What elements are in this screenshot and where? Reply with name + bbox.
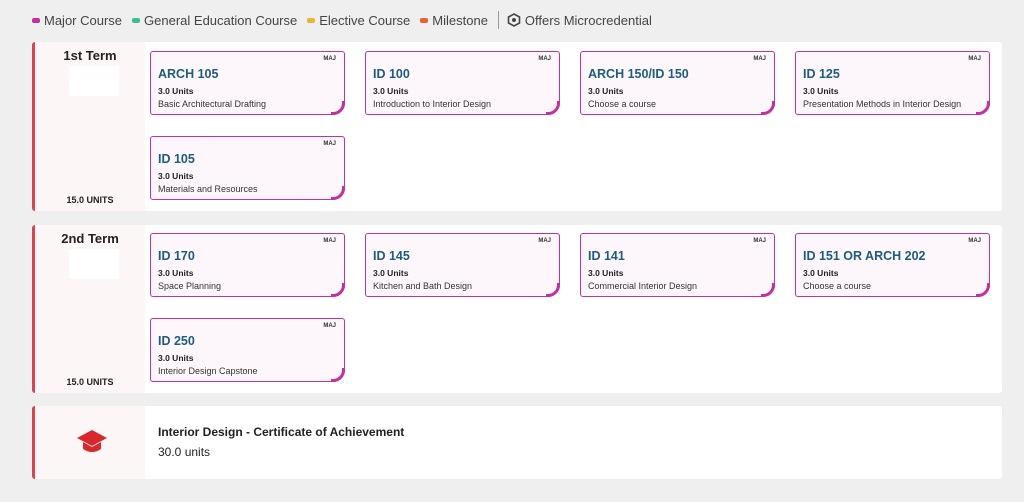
course-tag: MAJ bbox=[323, 238, 336, 244]
legend-label: Milestone bbox=[432, 12, 488, 28]
certificate-title: Interior Design - Certificate of Achieve… bbox=[158, 425, 405, 439]
course-units: 3.0 Units bbox=[588, 268, 624, 278]
term-title: 2nd Term bbox=[61, 231, 119, 246]
course-name: Presentation Methods in Interior Design bbox=[803, 99, 962, 109]
course-name: Kitchen and Bath Design bbox=[373, 281, 473, 291]
term-block: 2nd Term 15.0 UNITS MAJ ID 170 3.0 Units… bbox=[32, 225, 1002, 393]
course-tag: MAJ bbox=[753, 56, 766, 62]
course-name: Introduction to Interior Design bbox=[373, 99, 492, 109]
course-card[interactable]: MAJ ID 141 3.0 Units Commercial Interior… bbox=[580, 233, 775, 297]
general-education-swatch bbox=[132, 17, 141, 23]
legend-major: Major Course bbox=[32, 13, 122, 28]
elective-swatch bbox=[307, 17, 316, 23]
legend-divider bbox=[497, 11, 499, 29]
legend-milestone: Milestone bbox=[420, 13, 488, 28]
term-block: 1st Term 15.0 UNITS MAJ ARCH 105 3.0 Uni… bbox=[32, 42, 1002, 211]
course-code: ID 170 bbox=[158, 249, 195, 263]
legend-elective: Elective Course bbox=[307, 13, 410, 28]
course-card[interactable]: MAJ ID 250 3.0 Units Interior Design Cap… bbox=[150, 318, 345, 382]
certificate-units: 30.0 units bbox=[158, 445, 211, 459]
legend-microcredential: Offers Microcredential bbox=[507, 13, 652, 28]
course-units: 3.0 Units bbox=[158, 171, 194, 181]
course-code: ID 105 bbox=[158, 152, 195, 166]
course-name: Commercial Interior Design bbox=[588, 281, 698, 291]
course-name: Interior Design Capstone bbox=[158, 366, 258, 376]
course-tag: MAJ bbox=[753, 238, 766, 244]
course-card[interactable]: MAJ ID 151 OR ARCH 202 3.0 Units Choose … bbox=[795, 233, 990, 297]
course-units: 3.0 Units bbox=[588, 86, 624, 96]
major-swatch bbox=[32, 17, 40, 23]
legend-general-education: General Education Course bbox=[132, 13, 297, 28]
course-units: 3.0 Units bbox=[803, 86, 839, 96]
course-card[interactable]: MAJ ARCH 105 3.0 Units Basic Architectur… bbox=[150, 51, 345, 115]
course-code: ARCH 105 bbox=[158, 67, 219, 81]
legend-label: Elective Course bbox=[319, 12, 411, 28]
course-code: ARCH 150/ID 150 bbox=[588, 67, 689, 81]
term-title: 1st Term bbox=[63, 48, 117, 63]
course-units: 3.0 Units bbox=[803, 268, 839, 278]
course-card[interactable]: MAJ ID 105 3.0 Units Materials and Resou… bbox=[150, 136, 345, 200]
term-image-placeholder bbox=[69, 249, 119, 279]
course-tag: MAJ bbox=[538, 56, 551, 62]
course-tag: MAJ bbox=[968, 238, 981, 244]
term-image-placeholder bbox=[69, 66, 119, 96]
course-name: Basic Architectural Drafting bbox=[158, 99, 267, 109]
course-card[interactable]: MAJ ID 170 3.0 Units Space Planning bbox=[150, 233, 345, 297]
course-tag: MAJ bbox=[323, 323, 336, 329]
course-code: ID 100 bbox=[373, 67, 410, 81]
course-tag: MAJ bbox=[538, 238, 551, 244]
milestone-swatch bbox=[420, 17, 429, 23]
course-code: ID 141 bbox=[588, 249, 625, 263]
course-units: 3.0 Units bbox=[373, 86, 409, 96]
term-sidebar: 2nd Term 15.0 UNITS bbox=[35, 225, 145, 393]
course-name: Space Planning bbox=[158, 281, 222, 291]
course-name: Materials and Resources bbox=[158, 184, 258, 194]
course-card[interactable]: MAJ ARCH 150/ID 150 3.0 Units Choose a c… bbox=[580, 51, 775, 115]
graduation-cap-icon bbox=[77, 430, 107, 452]
course-code: ID 145 bbox=[373, 249, 410, 263]
course-card[interactable]: MAJ ID 145 3.0 Units Kitchen and Bath De… bbox=[365, 233, 560, 297]
course-units: 3.0 Units bbox=[158, 86, 194, 96]
legend-label: General Education Course bbox=[144, 12, 298, 28]
course-units: 3.0 Units bbox=[373, 268, 409, 278]
course-name: Choose a course bbox=[588, 99, 657, 109]
legend: Major Course General Education Course El… bbox=[32, 10, 662, 30]
term-units: 15.0 UNITS bbox=[66, 377, 114, 387]
course-units: 3.0 Units bbox=[158, 268, 194, 278]
course-code: ID 125 bbox=[803, 67, 840, 81]
course-card[interactable]: MAJ ID 125 3.0 Units Presentation Method… bbox=[795, 51, 990, 115]
certificate-sidebar bbox=[35, 406, 145, 479]
course-tag: MAJ bbox=[323, 56, 336, 62]
term-sidebar: 1st Term 15.0 UNITS bbox=[35, 42, 145, 211]
course-tag: MAJ bbox=[323, 141, 336, 147]
legend-label: Offers Microcredential bbox=[524, 12, 652, 28]
certificate-block[interactable]: Interior Design - Certificate of Achieve… bbox=[32, 406, 1002, 479]
course-units: 3.0 Units bbox=[158, 353, 194, 363]
course-code: ID 151 OR ARCH 202 bbox=[803, 249, 926, 263]
term-units: 15.0 UNITS bbox=[66, 195, 114, 205]
hexagon-badge-icon bbox=[507, 13, 521, 27]
course-code: ID 250 bbox=[158, 334, 195, 348]
course-tag: MAJ bbox=[968, 56, 981, 62]
course-card[interactable]: MAJ ID 100 3.0 Units Introduction to Int… bbox=[365, 51, 560, 115]
course-name: Choose a course bbox=[803, 281, 872, 291]
legend-label: Major Course bbox=[44, 12, 123, 28]
